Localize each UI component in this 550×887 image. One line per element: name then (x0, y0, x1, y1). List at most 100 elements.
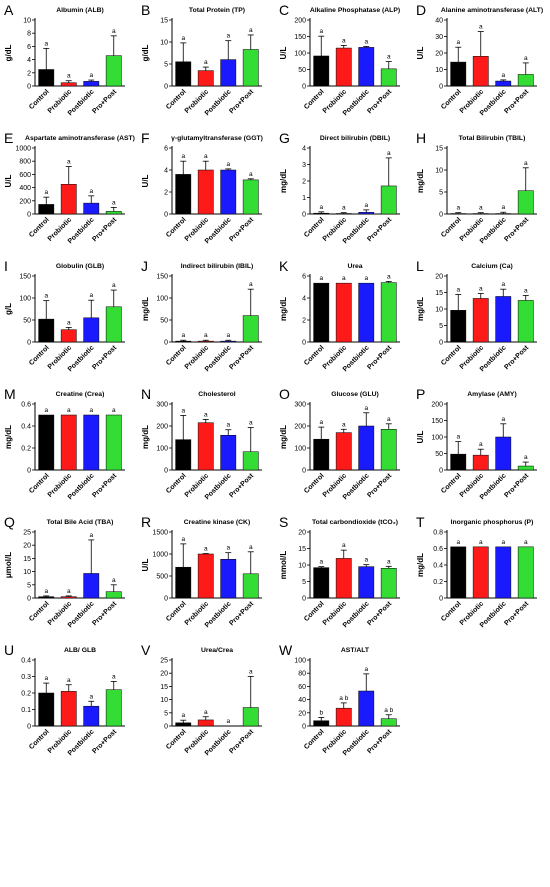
bar (175, 566, 192, 599)
significance-letter: a (204, 153, 208, 160)
y-tick-label: 0 (164, 340, 168, 347)
x-tick-label: Control (28, 600, 51, 623)
y-tick-label: 100 (19, 296, 31, 303)
x-tick-label: Pro+Post (366, 472, 393, 499)
y-tick-label: 0 (302, 340, 306, 347)
significance-letter: a (364, 202, 368, 209)
panel-letter: O (279, 386, 290, 402)
y-tick-label: 150 (431, 418, 443, 425)
y-tick-label: 4 (27, 57, 31, 64)
y-tick-label: 0.4 (21, 424, 31, 431)
significance-letter: a (89, 693, 93, 700)
significance-letter: a (364, 666, 368, 673)
y-axis-label: mg/dL (141, 425, 150, 449)
y-tick-label: 0.4 (21, 658, 31, 665)
x-tick-label: Pro+Post (91, 344, 118, 371)
bar (380, 568, 397, 599)
panel-letter: T (416, 514, 425, 530)
y-tick-label: 150 (156, 274, 168, 281)
significance-letter: a (456, 205, 460, 212)
significance-letter: a (44, 407, 48, 414)
significance-letter: a (67, 158, 71, 165)
bar (380, 68, 397, 87)
significance-letter: a (364, 275, 368, 282)
x-tick-label: Pro+Post (366, 216, 393, 243)
bar (358, 282, 375, 343)
x-tick-label: Pro+Post (228, 600, 255, 627)
y-axis-label: μmol/L (4, 552, 13, 578)
x-tick-label: Control (303, 472, 326, 495)
chart-title: Indirect bilirubin (IBIL) (181, 263, 254, 270)
significance-letter: a (342, 37, 346, 44)
significance-letter: a (226, 332, 230, 339)
y-tick-label: 800 (19, 159, 31, 166)
y-tick-label: 6 (27, 44, 31, 51)
x-tick-label: Control (165, 216, 188, 239)
x-tick-label: Pro+Post (91, 600, 118, 627)
bar (358, 566, 375, 599)
panel-letter: F (141, 130, 150, 146)
bar (175, 174, 192, 215)
bar (38, 692, 55, 727)
significance-letter: a (456, 539, 460, 546)
y-axis-label: U/L (279, 46, 288, 59)
y-tick-label: 40 (435, 18, 443, 25)
significance-letter: a (67, 588, 71, 595)
chart-title: Cholesterol (198, 391, 236, 398)
bar (197, 719, 214, 727)
y-tick-label: 15 (298, 546, 306, 553)
y-tick-label: 8 (27, 31, 31, 38)
bar (450, 61, 467, 87)
y-axis-label: mg/dL (416, 169, 425, 193)
significance-letter: a (524, 454, 528, 461)
x-tick-label: Pro+Post (503, 88, 530, 115)
bar (358, 425, 375, 471)
significance-letter: a b (384, 707, 393, 714)
x-tick-label: Pro+Post (91, 88, 118, 115)
y-axis-label: U/L (141, 174, 150, 187)
panel-letter: R (141, 514, 151, 530)
bar (313, 282, 330, 343)
bar (313, 55, 330, 87)
significance-letter: a (501, 204, 505, 211)
bar (242, 179, 259, 215)
y-tick-label: 0 (164, 596, 168, 603)
y-tick-label: 20 (435, 274, 443, 281)
y-axis-label: g/dL (4, 44, 13, 61)
bar (60, 329, 77, 343)
y-tick-label: 15 (160, 18, 168, 25)
y-tick-label: 6 (164, 146, 168, 153)
significance-letter: a (226, 422, 230, 429)
x-tick-label: Pro+Post (366, 88, 393, 115)
x-tick-label: Pro+Post (503, 216, 530, 243)
bar (313, 567, 330, 599)
bar (242, 573, 259, 599)
bar (220, 559, 237, 599)
y-tick-label: 400 (19, 185, 31, 192)
x-tick-label: Pro+Post (366, 344, 393, 371)
significance-letter: a (181, 712, 185, 719)
significance-letter: a (479, 24, 483, 31)
significance-letter: a (364, 38, 368, 45)
y-tick-label: 15 (435, 146, 443, 153)
significance-letter: a (249, 420, 253, 427)
y-tick-label: 5 (164, 710, 168, 717)
significance-letter: a (524, 287, 528, 294)
y-tick-label: 50 (435, 451, 443, 458)
y-tick-label: 10 (435, 307, 443, 314)
significance-letter: a (112, 577, 116, 584)
y-tick-label: 4 (302, 296, 306, 303)
y-tick-label: 10 (160, 40, 168, 47)
bar (335, 707, 352, 727)
panel-letter: I (4, 258, 8, 274)
bar (60, 596, 77, 599)
x-tick-label: Pro+Post (91, 216, 118, 243)
significance-letter: a (387, 54, 391, 61)
x-tick-label: Pro+Post (228, 728, 255, 755)
y-tick-label: 0.6 (21, 402, 31, 409)
bar (472, 56, 489, 87)
y-tick-label: 0 (302, 596, 306, 603)
y-tick-label: 150 (294, 34, 306, 41)
bar (450, 310, 467, 343)
y-tick-label: 10 (23, 569, 31, 576)
